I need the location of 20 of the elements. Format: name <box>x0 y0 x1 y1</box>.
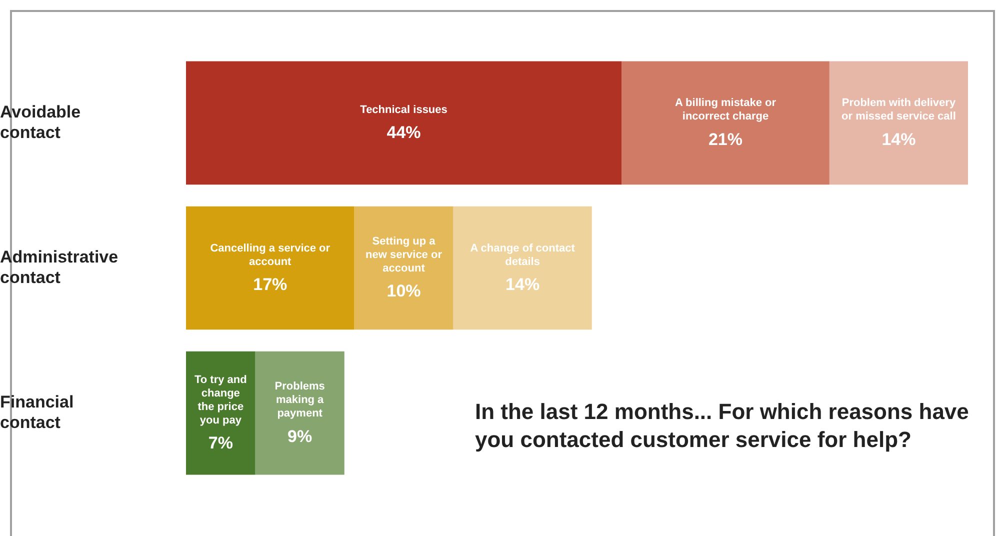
data-label: 10% <box>386 282 421 301</box>
series-label: Setting up a new service or account <box>366 236 443 275</box>
data-label: 44% <box>386 123 421 142</box>
y-tick-label: Avoidable contact <box>0 102 81 142</box>
y-tick-label: Financial contact <box>0 392 74 432</box>
series-label: Cancelling a service or account <box>210 242 331 268</box>
data-label: 14% <box>882 130 916 149</box>
series-label: A change of contact details <box>470 242 576 268</box>
series-label: Problem with delivery or missed service call <box>842 97 956 123</box>
data-label: 14% <box>506 274 540 294</box>
y-tick-label: Administrative contact <box>0 247 118 287</box>
data-label: 9% <box>288 426 312 446</box>
series-label: Problems making a payment <box>274 380 325 420</box>
data-label: 17% <box>253 274 288 294</box>
data-label: 7% <box>208 434 233 453</box>
series-label: A billing mistake or incorrect charge <box>674 97 777 123</box>
series-label: Technical issues <box>360 104 448 116</box>
data-label: 21% <box>708 130 742 149</box>
series-label: To try and change the price you pay <box>194 374 247 426</box>
text: In the last 12 months... For which reasons have you contacted customer service for help? <box>475 398 970 454</box>
